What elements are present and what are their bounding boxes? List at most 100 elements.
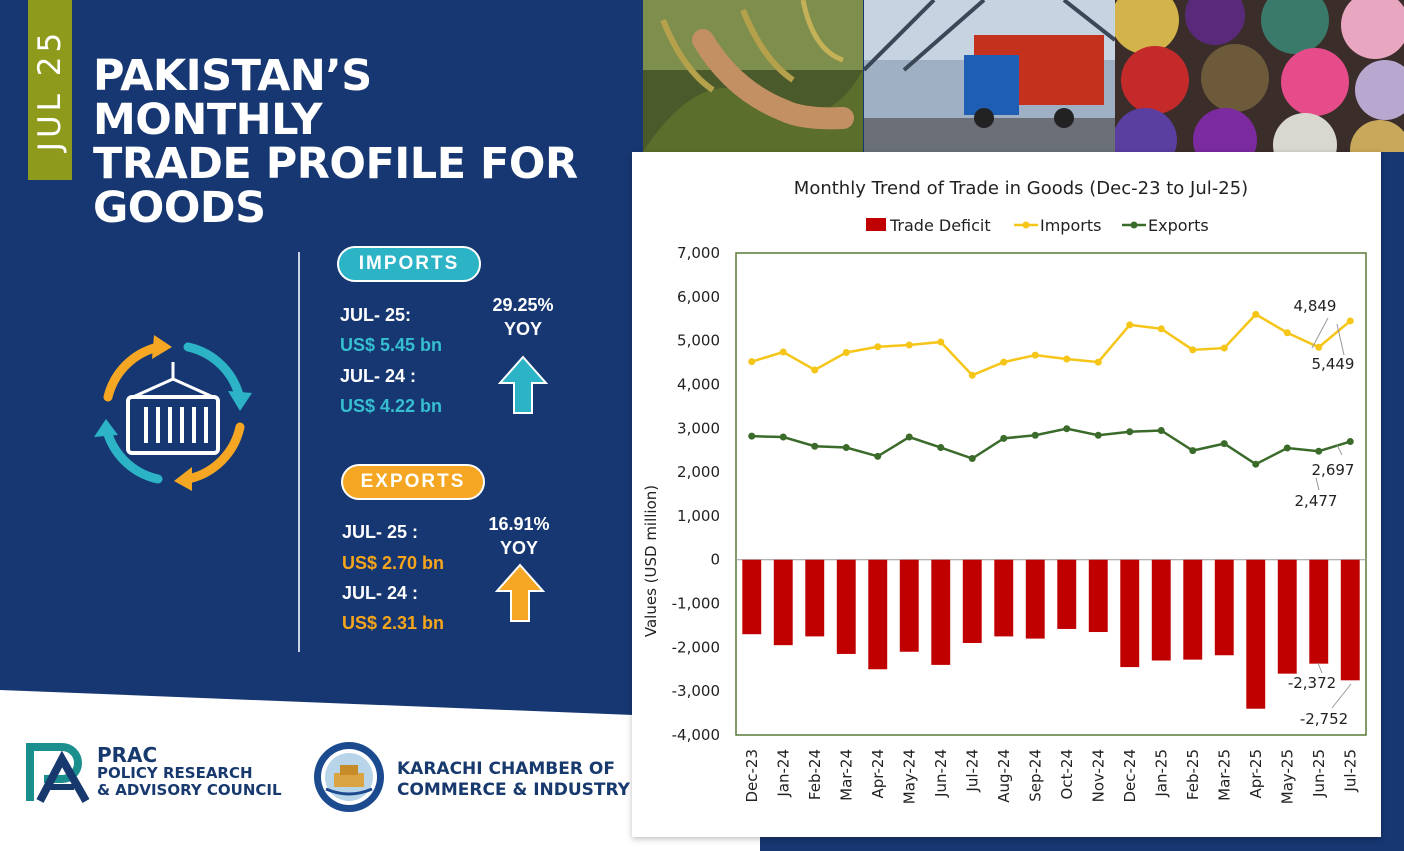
annotation-leader [1315, 477, 1320, 491]
imports-yoy-pct: 29.25% [492, 295, 554, 315]
chart-plot-area: 7,000 6,000 5,000 4,000 3,000 2,000 1,000 0 -1,0… [672, 244, 1367, 804]
annotation-bg [1307, 355, 1359, 373]
imports-point [842, 348, 850, 356]
imports-point [811, 366, 819, 374]
deficit-bar [805, 559, 825, 637]
exports-point [1000, 434, 1008, 442]
exports-point [968, 455, 976, 463]
exports-current-value: US$ 2.70 bn [342, 553, 445, 573]
deficit-bar [1120, 559, 1140, 668]
y-tick-label: -3,000 [672, 682, 720, 700]
deficit-bar [931, 559, 951, 665]
rice-crop-photo [643, 0, 863, 152]
deficit-bar [1214, 559, 1234, 656]
deficit-bar [836, 559, 856, 654]
chart-legend: Trade Deficit Imports Exports [866, 216, 1209, 235]
deficit-bar [868, 559, 888, 670]
imports-point [1000, 358, 1008, 366]
annotation-bg [1307, 461, 1359, 479]
exports-point [1315, 447, 1323, 455]
imports-legend-label: Imports [1040, 216, 1101, 235]
prac-acronym: PRAC [97, 743, 158, 767]
deficit-bar [994, 559, 1014, 637]
x-tick-label: May-25 [1278, 749, 1296, 804]
trade-deficit-legend-label: Trade Deficit [889, 216, 991, 235]
annotation-bg [1290, 492, 1342, 510]
kcci-name: KARACHI CHAMBER OF COMMERCE & INDUSTRY [397, 759, 630, 801]
imports-point [1031, 351, 1039, 359]
vertical-divider [298, 252, 300, 652]
exports-point [748, 432, 756, 440]
deficit-bar [1025, 559, 1045, 639]
imports-point [1094, 358, 1102, 366]
exports-legend-label: Exports [1148, 216, 1209, 235]
data-label: 5,449 [1312, 355, 1355, 373]
prac-line-3: & ADVISORY COUNCIL [97, 781, 282, 799]
annotation-leader [1311, 317, 1329, 349]
exports-point [779, 433, 787, 441]
kcci-line-1: KARACHI CHAMBER OF [397, 759, 615, 779]
annotation-leader [1331, 683, 1352, 709]
imports-previous-value: US$ 4.22 bn [340, 396, 443, 416]
kcci-line-2: COMMERCE & INDUSTRY [397, 780, 630, 800]
fabric-rolls-photo [1115, 0, 1404, 152]
arrow-up-icon [495, 563, 545, 622]
x-tick-label: Jan-25 [1152, 749, 1170, 798]
deficit-bar [1246, 559, 1266, 709]
exports-yoy-label: YOY [499, 538, 538, 558]
deficit-bar [1088, 559, 1108, 633]
annotation-bg [1289, 297, 1341, 315]
deficit-bar [1057, 559, 1077, 629]
y-tick-label: 0 [710, 551, 720, 569]
data-label: 2,477 [1295, 492, 1338, 510]
x-tick-label: Dec-23 [743, 749, 761, 803]
x-tick-label: Apr-25 [1247, 749, 1265, 799]
chart-y-axis-label: Values (USD million) [642, 485, 660, 637]
shipping-container-cycle-icon [94, 335, 252, 491]
page-title: PAKISTAN’S MONTHLY TRADE PROFILE FOR GOO… [93, 54, 613, 230]
x-tick-label: Sep-24 [1026, 749, 1044, 802]
prac-name: PRAC POLICY RESEARCH & ADVISORY COUNCIL [97, 745, 282, 799]
x-tick-label: Mar-24 [837, 749, 855, 801]
date-tab-label: JUL 25 [32, 28, 68, 152]
exports-point [1126, 428, 1134, 436]
deficit-bar [1340, 559, 1360, 681]
x-tick-label: Aug-24 [995, 749, 1013, 803]
x-tick-label: Jun-24 [932, 749, 950, 798]
x-tick-label: Dec-24 [1121, 749, 1139, 803]
imports-point [1189, 346, 1197, 354]
exports-point [811, 442, 819, 450]
page-title-line-3: GOODS [93, 183, 266, 233]
deficit-bar [742, 559, 762, 635]
trade-chart-card: Monthly Trend of Trade in Goods (Dec-23 … [632, 152, 1381, 837]
exports-pill: EXPORTS [341, 464, 485, 500]
truck-port-photo [864, 0, 1115, 152]
exports-point [1094, 431, 1102, 439]
page-title-line-2: TRADE PROFILE FOR [93, 139, 578, 189]
x-tick-label: Oct-24 [1058, 749, 1076, 799]
y-tick-label: -1,000 [672, 595, 720, 613]
x-tick-label: Feb-24 [806, 749, 824, 800]
exports-point [1031, 431, 1039, 439]
annotation-leader [1336, 444, 1343, 456]
chart-title: Monthly Trend of Trade in Goods (Dec-23 … [794, 178, 1248, 199]
imports-point [905, 341, 913, 349]
prac-line-2: POLICY RESEARCH [97, 764, 253, 782]
imports-current-value: US$ 5.45 bn [340, 335, 443, 355]
annotation-bg [1298, 710, 1350, 728]
imports-point [1315, 343, 1323, 351]
imports-point [779, 348, 787, 356]
x-tick-label: Apr-24 [869, 749, 887, 799]
y-tick-label: 4,000 [677, 375, 720, 393]
deficit-bar [1309, 559, 1329, 664]
imports-yoy: 29.25% YOY [482, 293, 564, 341]
annotation-bg [1286, 674, 1338, 692]
y-tick-label: 6,000 [677, 288, 720, 306]
deficit-bar [1277, 559, 1297, 674]
imports-previous-label: JUL- 24 : [340, 366, 417, 386]
exports-point [1220, 440, 1228, 448]
data-label: 4,849 [1294, 297, 1337, 315]
deficit-bar [899, 559, 919, 652]
page-title-line-1: PAKISTAN’S MONTHLY [93, 51, 372, 145]
plot-border [735, 252, 1367, 736]
